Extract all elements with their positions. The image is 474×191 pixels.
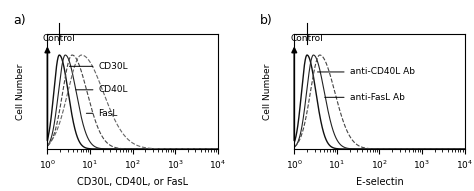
- Text: FasL: FasL: [86, 109, 118, 118]
- Text: anti-CD40L Ab: anti-CD40L Ab: [318, 67, 415, 76]
- X-axis label: CD30L, CD40L, or FasL: CD30L, CD40L, or FasL: [77, 177, 188, 187]
- Text: CD30L: CD30L: [69, 62, 128, 71]
- Text: Control: Control: [291, 34, 323, 43]
- Text: Control: Control: [43, 34, 76, 43]
- Text: CD40L: CD40L: [76, 85, 128, 94]
- X-axis label: E-selectin: E-selectin: [356, 177, 403, 187]
- Text: a): a): [13, 14, 26, 27]
- Text: Cell Number: Cell Number: [263, 63, 272, 120]
- Text: b): b): [260, 14, 273, 27]
- Text: anti-FasL Ab: anti-FasL Ab: [325, 93, 404, 102]
- Text: Cell Number: Cell Number: [16, 63, 25, 120]
